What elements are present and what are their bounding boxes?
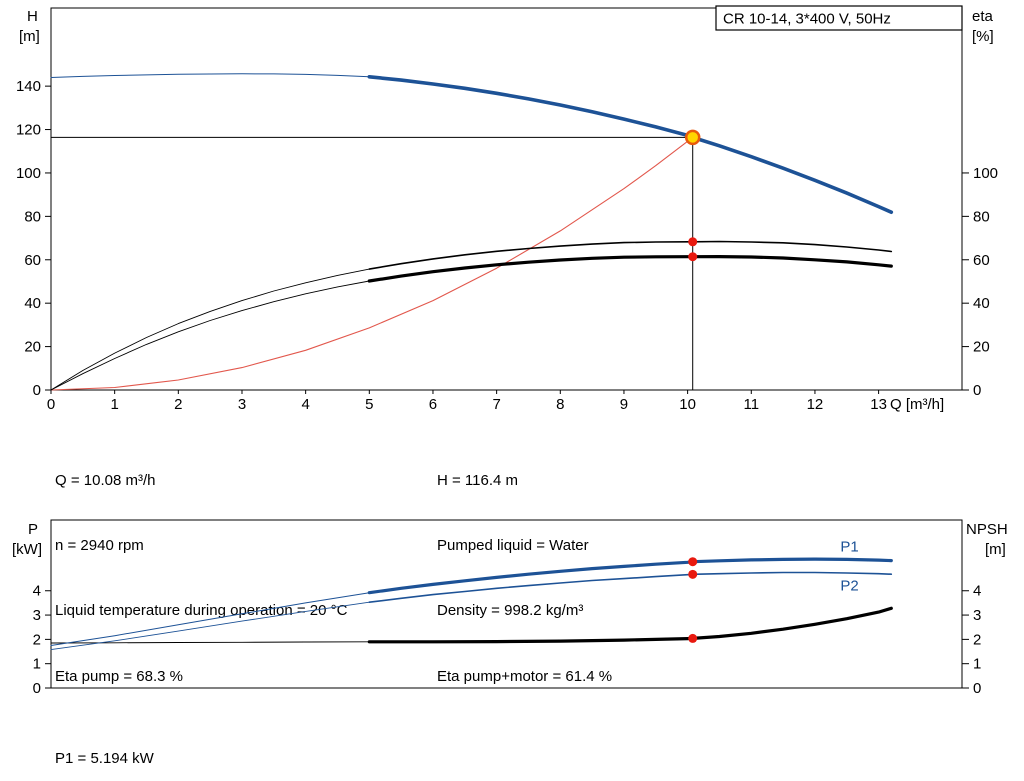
y-left-tick-label: 120 — [16, 122, 41, 139]
series-p1-curve — [367, 557, 893, 595]
series-eta-pump-motor-curve-thin — [50, 280, 370, 391]
y-left-axis-unit: [m] — [19, 28, 40, 45]
x-tick-label: 12 — [807, 396, 824, 413]
operating-data-right: H = 116.4 m Pumped liquid = Water Densit… — [437, 426, 612, 731]
x-tick-label: 13 — [870, 396, 887, 413]
annot-density: Density = 998.2 kg/m³ — [437, 602, 584, 620]
y-right-tick-label: 40 — [973, 295, 990, 312]
annot-liquid-temp: Liquid temperature during operation = 20… — [55, 602, 348, 620]
x-tick-label: 4 — [301, 396, 309, 413]
x-tick-label: 8 — [556, 396, 564, 413]
y-left-tick-label: 80 — [24, 208, 41, 225]
series-npsh-curve — [367, 606, 893, 644]
y-right-tick-label: 0 — [973, 680, 981, 697]
series-p1-curve-thin — [50, 592, 370, 646]
y-left-tick-label: 100 — [16, 165, 41, 182]
x-tick-label: 0 — [47, 396, 55, 413]
annot-p1: P1 = 5.194 kW — [55, 749, 154, 767]
p2-point — [688, 569, 698, 579]
annot-eta-pump-motor: Eta pump+motor = 61.4 % — [437, 667, 613, 685]
series-eta-pump-motor-curve — [367, 255, 893, 283]
plot-frame — [50, 7, 963, 391]
operating-data-left: Q = 10.08 m³/h n = 2940 rpm Liquid tempe… — [55, 426, 347, 731]
x-tick-label: 2 — [174, 396, 182, 413]
series-eta-pump-curve-thin — [50, 268, 370, 391]
series-system-curve — [50, 136, 694, 391]
annot-flow: Q = 10.08 m³/h — [55, 471, 156, 489]
chart-title-box — [715, 5, 963, 31]
series-p2-curve-thin — [50, 601, 370, 651]
x-tick-label: 10 — [679, 396, 696, 413]
y-left-tick-label: 140 — [16, 78, 41, 95]
y-left-tick-label: 20 — [24, 339, 41, 356]
y-left-tick-label: 2 — [33, 631, 41, 648]
npsh-point — [688, 633, 698, 643]
power-npsh-chart: P [kW] NPSH [m] 0 1 2 3 4 0 1 2 3 4 P2 P1 — [12, 519, 1008, 697]
y-left-tick-label: 40 — [24, 295, 41, 312]
y-left-axis-title: H — [27, 8, 38, 25]
hq-eta-chart: H [m] eta [%] Q [m³/h] 02040608010012014… — [16, 5, 998, 413]
y-right-tick-label: 3 — [973, 607, 981, 624]
y-right-tick-label: 60 — [973, 252, 990, 269]
annot-eta-pump: Eta pump = 68.3 % — [55, 667, 183, 685]
x-tick-label: 1 — [110, 396, 118, 413]
y-right-tick-label: 1 — [973, 656, 981, 673]
duty-point[interactable] — [684, 129, 701, 146]
series-eta-pump-curve — [368, 240, 893, 270]
y-left-axis-title: P — [28, 521, 38, 538]
x-tick-label: 5 — [365, 396, 373, 413]
y-left-tick-label: 60 — [24, 252, 41, 269]
y-right-tick-label: 0 — [973, 382, 981, 399]
series-label-p2: P2 — [840, 577, 858, 594]
y-right-axis-title: eta — [972, 8, 994, 25]
power-npsh-values: P1 = 5.194 kW P2 = 4.675 kW NPSH = 2.04 … — [55, 704, 160, 781]
plot-frame — [50, 519, 963, 689]
y-left-tick-label: 3 — [33, 607, 41, 624]
y-left-tick-label: 4 — [33, 583, 41, 600]
y-left-axis-unit: [kW] — [12, 541, 42, 558]
y-right-tick-label: 80 — [973, 208, 990, 225]
y-right-tick-label: 2 — [973, 631, 981, 648]
x-axis-title: Q [m³/h] — [890, 396, 944, 413]
eta-pump-motor-point — [688, 252, 698, 262]
series-p2-curve — [368, 571, 893, 603]
x-tick-label: 7 — [492, 396, 500, 413]
y-right-axis-title: NPSH — [966, 521, 1008, 538]
annot-pumped-liquid: Pumped liquid = Water — [437, 536, 589, 554]
x-tick-label: 6 — [429, 396, 437, 413]
y-right-tick-label: 100 — [973, 165, 998, 182]
series-label-p1: P1 — [840, 538, 858, 555]
y-left-tick-label: 0 — [33, 680, 41, 697]
x-tick-label: 9 — [620, 396, 628, 413]
y-right-axis-unit: [m] — [985, 541, 1006, 558]
x-tick-label: 3 — [238, 396, 246, 413]
y-left-tick-label: 0 — [33, 382, 41, 399]
p1-point — [688, 557, 698, 567]
y-left-tick-label: 1 — [33, 656, 41, 673]
y-right-axis-unit: [%] — [972, 28, 994, 45]
series-npsh-curve-thin — [50, 641, 370, 644]
y-right-tick-label: 4 — [973, 583, 981, 600]
annot-speed: n = 2940 rpm — [55, 536, 144, 554]
series-pump-curve — [367, 75, 894, 214]
eta-pump-point — [688, 237, 698, 247]
annot-head: H = 116.4 m — [437, 471, 519, 489]
x-tick-label: 11 — [743, 396, 759, 413]
series-pump-curve-thin — [50, 73, 370, 78]
y-right-tick-label: 20 — [973, 339, 990, 356]
chart-title: CR 10-14, 3*400 V, 50Hz — [723, 11, 891, 28]
